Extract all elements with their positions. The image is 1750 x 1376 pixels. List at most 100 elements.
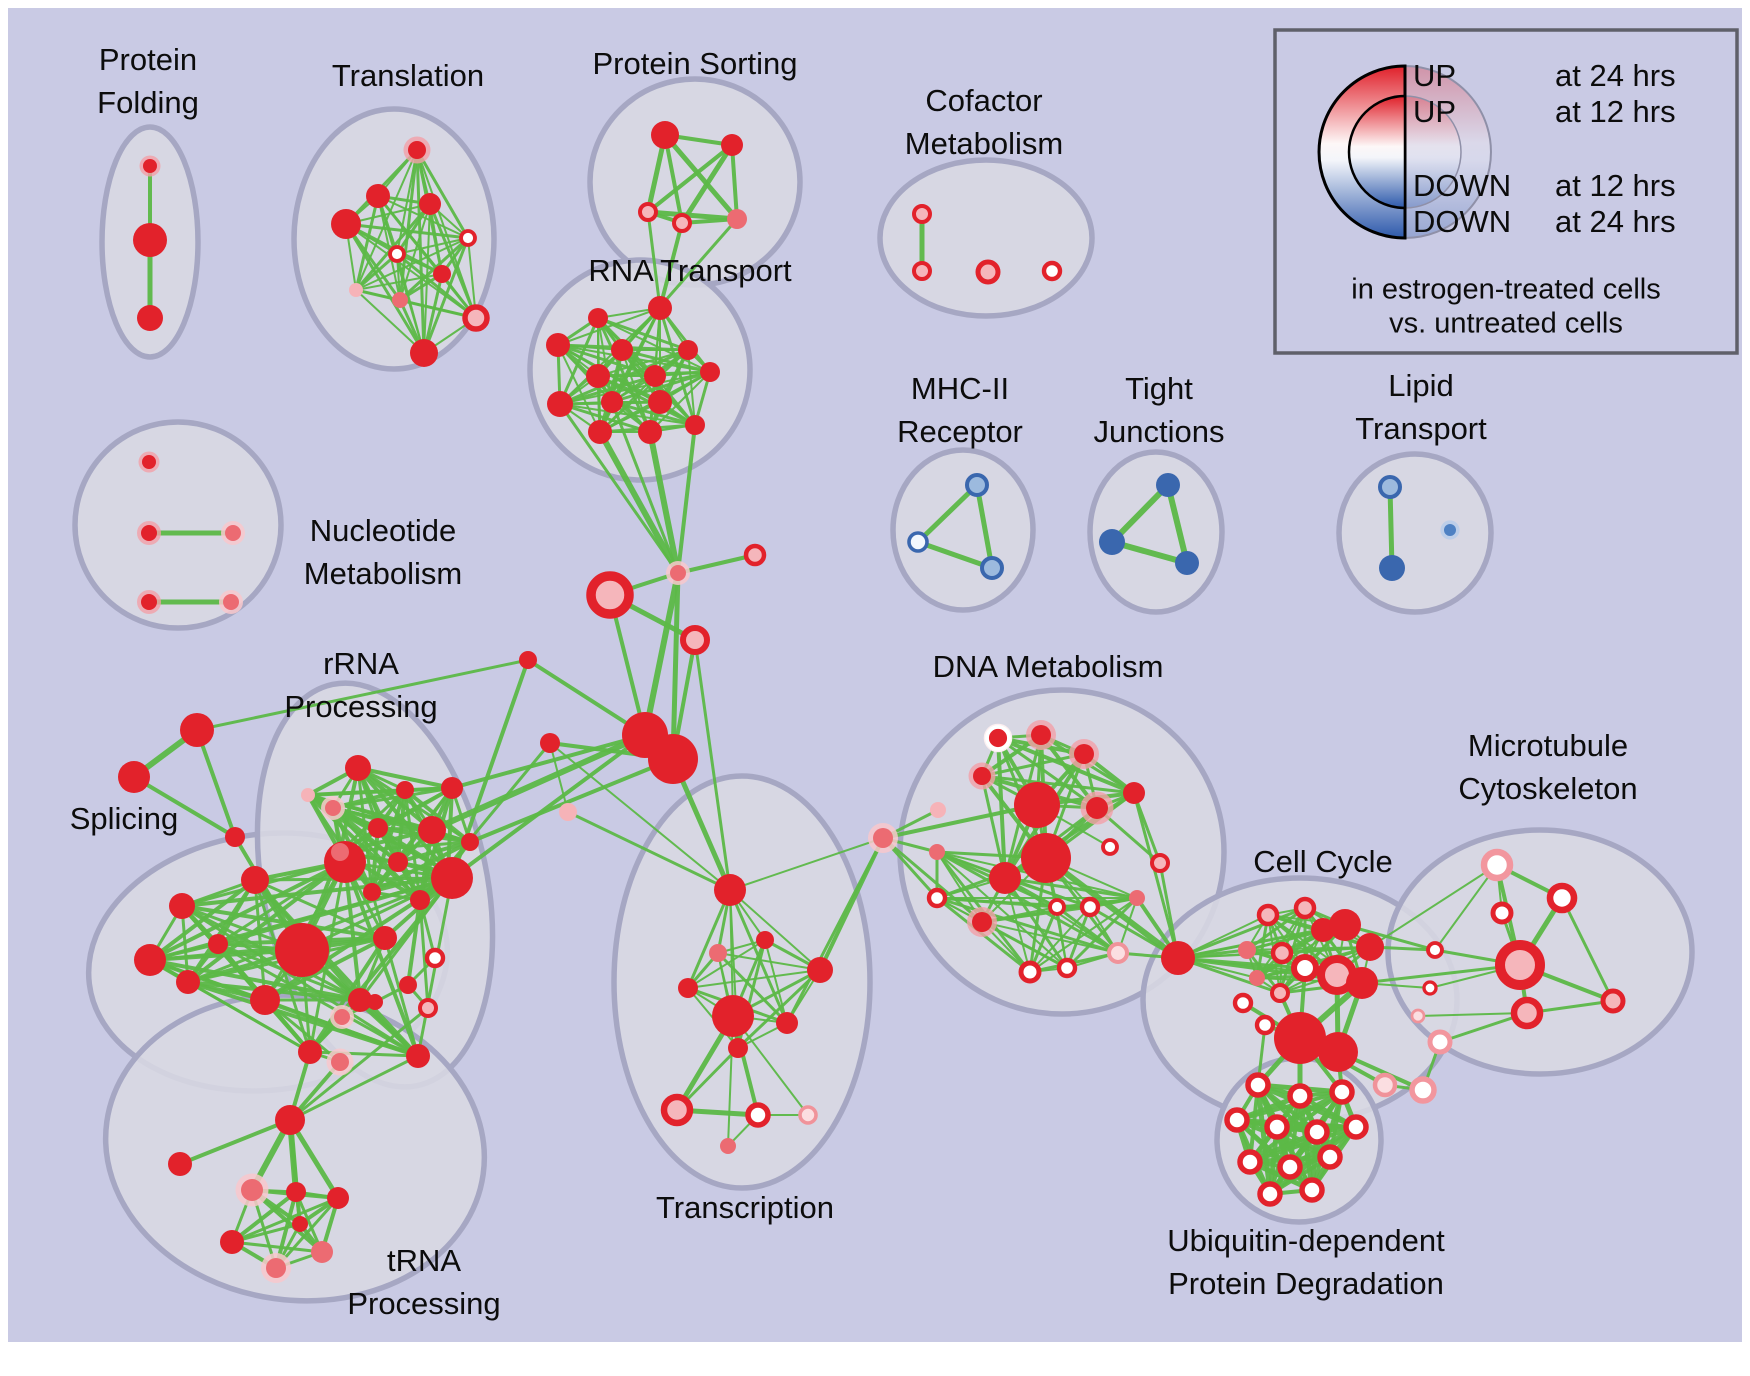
network-edge — [915, 482, 980, 545]
network-edge — [935, 896, 1120, 955]
network-node-rr12 — [363, 883, 381, 901]
network-edge — [288, 1118, 302, 1226]
network-node-pf2 — [133, 223, 167, 257]
network-node-sp10 — [250, 985, 280, 1015]
cluster-ellipse-transcription — [611, 773, 873, 1191]
network-edge — [670, 570, 681, 762]
network-node-nm1 — [142, 455, 156, 469]
network-node-mh1 — [965, 473, 989, 497]
network-edge — [331, 786, 454, 810]
network-node-tn6 — [266, 1258, 286, 1278]
network-edge — [383, 936, 420, 1058]
network-edge — [1310, 1090, 1344, 1192]
network-node-rr3 — [441, 777, 463, 799]
network-node-tx4 — [807, 957, 833, 983]
network-node-rr8 — [461, 833, 479, 851]
network-node-sp11 — [348, 988, 372, 1012]
cluster-ellipse-nucleotide — [72, 419, 284, 631]
network-node-tr3 — [331, 209, 361, 239]
network-edge — [686, 888, 732, 990]
network-node-mt2 — [1546, 882, 1578, 914]
network-edge — [1043, 855, 1181, 961]
network-node-sp9 — [176, 970, 200, 994]
network-node-ub4 — [1224, 1107, 1250, 1133]
network-edge — [610, 400, 697, 427]
cluster-label-ubiquitin: Ubiquitin-dependent — [1167, 1223, 1445, 1258]
network-node-tn4 — [220, 1230, 244, 1254]
network-node-tr2 — [366, 184, 390, 208]
network-node-st1 — [180, 713, 214, 747]
network-node-dm1 — [985, 725, 1011, 751]
network-node-cf2 — [912, 261, 932, 281]
network-node-cc17 — [1409, 1076, 1437, 1104]
network-node-sp7 — [275, 923, 329, 977]
nodes-layer — [118, 121, 1626, 1283]
network-node-ps5 — [727, 209, 747, 229]
network-node-mt6 — [1600, 988, 1626, 1014]
network-edge — [559, 371, 711, 405]
network-edge — [263, 998, 342, 1064]
network-node-ub7 — [1343, 1114, 1369, 1140]
legend-time-3: at 24 hrs — [1555, 204, 1676, 239]
network-node-cc2 — [1293, 896, 1317, 920]
network-node-rr6 — [368, 818, 388, 838]
network-edge — [558, 374, 657, 406]
network-node-sp12 — [298, 1040, 322, 1064]
legend-keyword-0: UP — [1413, 58, 1456, 93]
network-node-fr1 — [540, 733, 560, 753]
network-node-cc1 — [1256, 903, 1280, 927]
cluster-label-tight-junctions: Tight — [1125, 371, 1193, 406]
network-node-dm12 — [1101, 838, 1119, 856]
network-edge — [1369, 864, 1498, 948]
network-node-rr13 — [410, 890, 430, 910]
labels-layer: Protein Folding Translation Protein Sorting… — [70, 42, 1638, 1321]
network-node-ps3 — [638, 202, 658, 222]
network-node-cc5 — [1356, 933, 1384, 961]
network-edge — [915, 539, 995, 571]
network-edge — [1055, 905, 1120, 955]
network-node-ub9 — [1277, 1154, 1303, 1180]
network-edge — [687, 349, 696, 426]
network-edge — [881, 836, 984, 924]
network-node-rt1 — [588, 308, 608, 328]
network-node-tr10 — [462, 304, 490, 332]
network-node-rt3 — [546, 333, 570, 357]
network-edge — [343, 860, 420, 1058]
network-edge — [1132, 791, 1180, 960]
network-edge — [1360, 963, 1522, 985]
network-node-sp3 — [241, 866, 269, 894]
network-edge — [526, 658, 647, 737]
network-edge — [396, 237, 469, 255]
network-node-hub2 — [648, 734, 698, 784]
network-node-cc6 — [1238, 941, 1256, 959]
network-edge — [558, 402, 680, 575]
network-edge — [557, 307, 661, 346]
network-node-st2 — [118, 761, 150, 793]
network-edge — [980, 905, 1092, 924]
network-node-tx5 — [678, 978, 698, 998]
network-node-tr5 — [459, 229, 477, 247]
network-node-mid1 — [519, 651, 537, 669]
cluster-label-protein-folding: Folding — [97, 85, 199, 120]
network-node-rr15 — [399, 976, 417, 994]
network-node-cc7 — [1270, 941, 1294, 965]
cluster-ellipse-lipid-transport — [1336, 451, 1494, 615]
network-edge — [355, 273, 443, 291]
network-edge — [288, 1054, 420, 1122]
cluster-label-mhc: MHC-II — [911, 371, 1009, 406]
network-node-ub5 — [1264, 1114, 1290, 1140]
cluster-label-nucleotide: Nucleotide — [310, 513, 456, 548]
legend-caption-line-2: vs. untreated cells — [1389, 308, 1623, 340]
cluster-ellipse-cofactor — [877, 157, 1095, 319]
network-node-tx10 — [745, 1102, 771, 1128]
network-edge — [1165, 482, 1190, 566]
network-node-conn2 — [743, 543, 767, 567]
network-edge — [687, 969, 821, 989]
network-node-dm14 — [1129, 890, 1145, 906]
network-node-nm2 — [141, 525, 157, 541]
network-edge — [662, 132, 740, 222]
network-node-tx1 — [714, 874, 746, 906]
network-node-tr6 — [388, 245, 406, 263]
network-node-tx6 — [712, 995, 754, 1037]
network-edge — [398, 236, 470, 302]
